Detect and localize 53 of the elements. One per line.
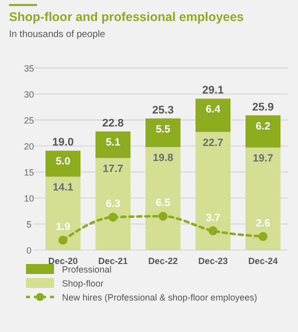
x-tick-label: Dec-23 [198,256,228,266]
data-label: 17.7 [102,162,124,175]
data-label: 14.1 [52,182,74,194]
data-label: 5.5 [156,123,170,136]
point [108,212,118,222]
bar [196,132,230,250]
legend-label: New hires (Professional & shop-floor employees) [62,292,258,302]
bar [96,158,130,250]
point [58,236,68,245]
data-label: 19.8 [152,152,174,164]
data-label: 2.6 [256,217,270,230]
total-label: 25.9 [252,101,274,114]
bar [246,148,280,250]
x-tick-label: Dec-20 [48,256,78,266]
y-tick-label: 10 [24,194,34,204]
data-label: 6.5 [156,197,170,210]
y-tick-label: 25 [24,116,34,126]
total-label: 25.3 [152,104,174,116]
point [158,212,168,221]
point [208,226,218,236]
y-tick-label: 0 [26,246,32,256]
y-tick-label: 35 [24,64,34,74]
x-tick-label: Dec-24 [248,256,278,266]
bar [246,115,280,148]
legend-label: Shop-floor [62,278,104,288]
data-label: 6.4 [206,104,220,116]
point [258,232,268,241]
legend-label: Professional [62,264,112,274]
total-label: 19.0 [52,136,74,149]
data-label: 5.1 [106,136,120,148]
bar [46,150,80,177]
bar [146,118,180,148]
data-label: 6.3 [106,198,120,210]
total-label: 29.1 [202,84,224,97]
data-label: 5.0 [56,156,70,168]
y-tick-label: 15 [24,168,34,178]
data-label: 3.7 [206,212,220,224]
x-tick-label: Dec-22 [148,256,178,266]
x-tick-label: Dec-21 [98,256,128,266]
y-tick-label: 20 [24,142,34,152]
bar [146,147,180,250]
total-label: 22.8 [102,117,124,130]
data-label: 6.2 [256,120,270,132]
y-tick-label: 30 [24,90,34,100]
data-label: 1.9 [56,221,70,234]
y-tick-label: 5 [26,220,32,230]
data-label: 19.7 [252,152,274,165]
bar [46,176,80,250]
bar [196,98,230,132]
data-label: 22.7 [202,136,224,149]
bar [96,131,130,158]
chart-title: Shop-floor and professional employees [9,10,244,24]
chart-subtitle: In thousands of people [9,29,106,40]
